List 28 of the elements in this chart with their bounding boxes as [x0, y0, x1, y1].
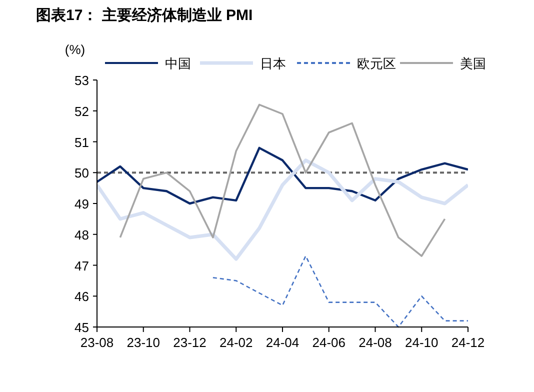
y-tick-label: 45 [74, 320, 89, 335]
legend-label: 欧元区 [357, 56, 396, 71]
x-tick-label: 23-12 [173, 335, 206, 350]
y-tick-label: 51 [74, 134, 89, 150]
y-tick-label: 49 [74, 196, 89, 212]
legend-label: 日本 [260, 56, 286, 71]
x-tick-label: 24-06 [312, 335, 346, 350]
line-series [97, 158, 468, 261]
legend-label: 中国 [165, 56, 191, 71]
line-series [97, 146, 468, 205]
y-tick-label: 48 [74, 227, 89, 242]
y-axis-title: (%) [64, 42, 86, 57]
x-tick-label: 24-12 [451, 335, 485, 350]
x-tick-label: 24-02 [220, 335, 253, 350]
line-series [119, 104, 446, 257]
y-tick-label: 47 [74, 258, 89, 274]
x-tick-label: 24-04 [266, 335, 300, 350]
y-tick-label: 50 [74, 166, 89, 181]
x-tick-label: 24-10 [405, 335, 438, 350]
chart-title: 图表17： 主要经济体制造业 PMI [36, 6, 253, 24]
legend-label: 美国 [460, 56, 486, 71]
x-tick-label: 23-08 [80, 335, 114, 350]
line-series [212, 255, 468, 328]
x-tick-label: 23-10 [126, 335, 160, 350]
x-tick-label: 24-08 [358, 335, 392, 350]
y-tick-label: 52 [74, 104, 89, 119]
y-tick-label: 53 [74, 73, 89, 88]
y-tick-label: 46 [74, 289, 89, 304]
